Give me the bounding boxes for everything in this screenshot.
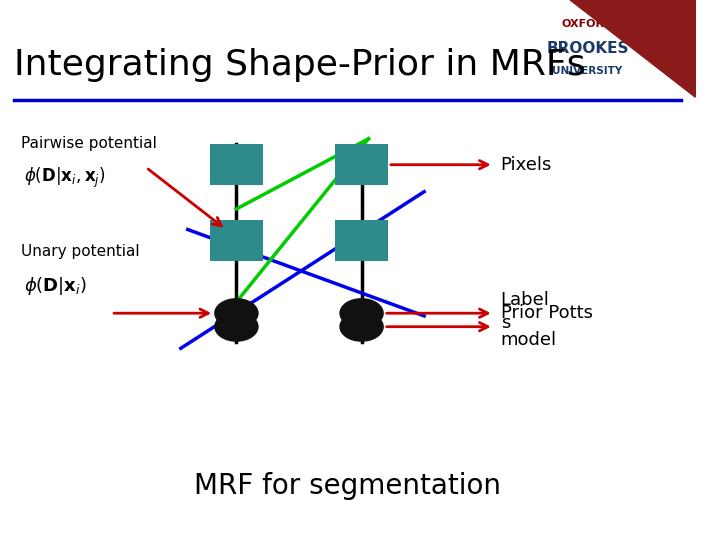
Bar xyxy=(335,220,388,261)
Text: MRF for segmentation: MRF for segmentation xyxy=(194,472,501,500)
Bar xyxy=(210,220,263,261)
Ellipse shape xyxy=(339,312,384,342)
Text: Label: Label xyxy=(500,291,549,309)
Text: Integrating Shape-Prior in MRFs: Integrating Shape-Prior in MRFs xyxy=(14,48,585,82)
Text: Pixels: Pixels xyxy=(500,156,552,174)
Text: Pairwise potential: Pairwise potential xyxy=(21,136,157,151)
Ellipse shape xyxy=(339,298,384,328)
Bar xyxy=(335,144,388,185)
Text: BROOKES: BROOKES xyxy=(546,41,629,56)
Text: model: model xyxy=(500,331,557,349)
Ellipse shape xyxy=(214,298,258,328)
Text: s: s xyxy=(500,314,510,332)
Text: Unary potential: Unary potential xyxy=(21,244,140,259)
Ellipse shape xyxy=(214,312,258,342)
Text: Prior Potts: Prior Potts xyxy=(500,304,593,322)
Text: OXFORD: OXFORD xyxy=(562,19,613,29)
Bar xyxy=(210,144,263,185)
Text: UNIVERSITY: UNIVERSITY xyxy=(552,66,623,76)
Polygon shape xyxy=(570,0,696,97)
Text: $\phi(\mathbf{D}|\mathbf{x}_i, \mathbf{x}_j)$: $\phi(\mathbf{D}|\mathbf{x}_i, \mathbf{x… xyxy=(24,166,106,190)
Text: $\phi(\mathbf{D}|\mathbf{x}_i)$: $\phi(\mathbf{D}|\mathbf{x}_i)$ xyxy=(24,275,87,297)
